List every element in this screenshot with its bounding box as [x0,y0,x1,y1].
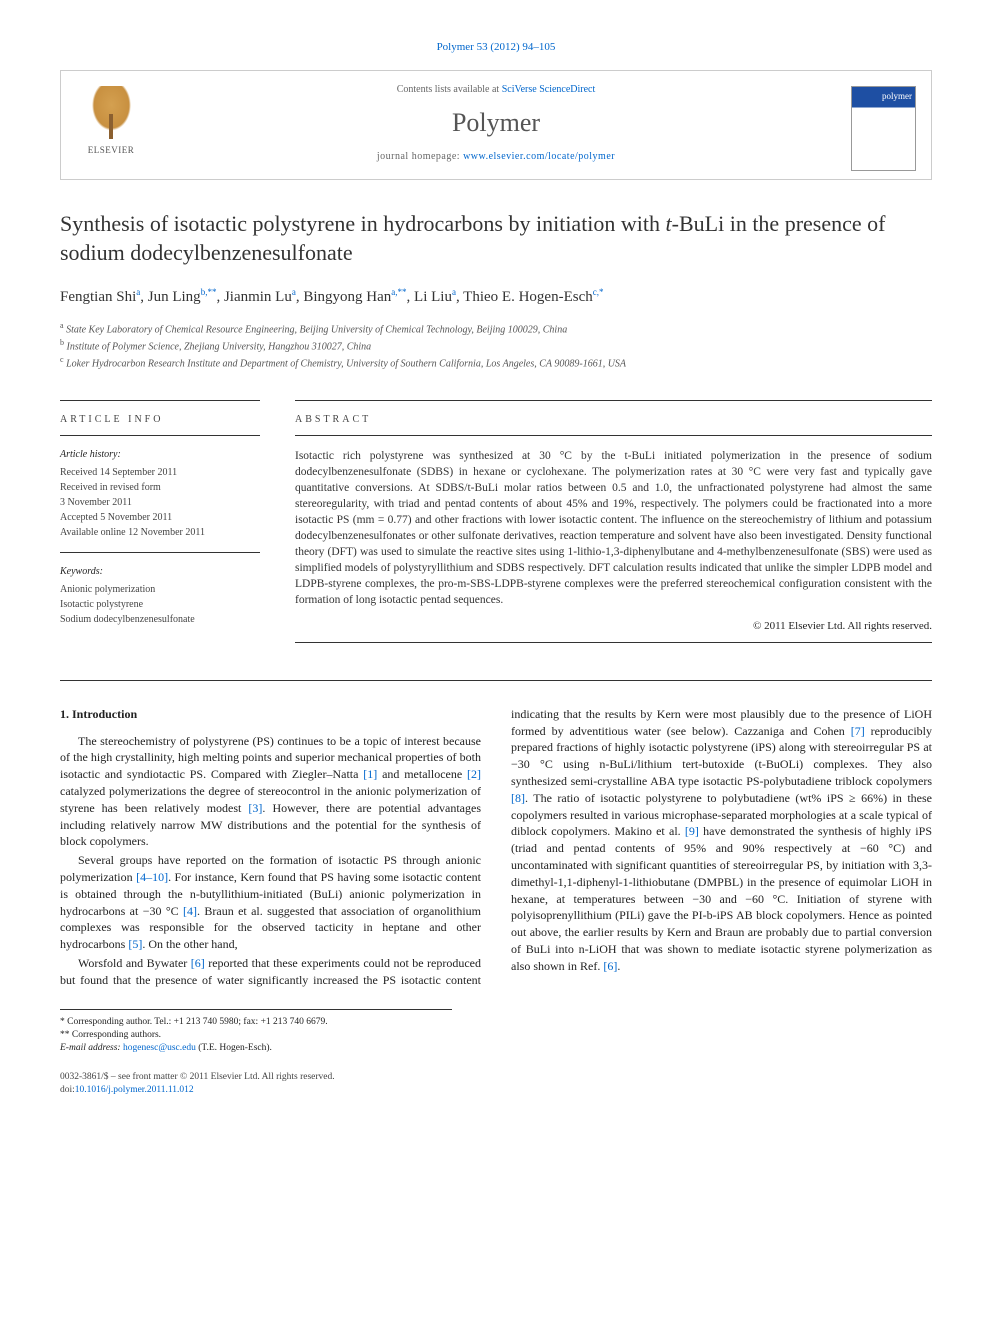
footer-left: 0032-3861/$ – see front matter © 2011 El… [60,1071,335,1098]
title-part1: Synthesis of isotactic polystyrene in hy… [60,211,666,236]
homepage-prefix: journal homepage: [377,151,463,162]
history-label: Article history: [60,448,260,462]
authors-list: Fengtian Shia, Jun Lingb,**, Jianmin Lua… [60,286,932,308]
sciencedirect-link[interactable]: SciVerse ScienceDirect [502,84,596,95]
email-label: E-mail address: [60,1043,123,1053]
footer-copyright: 0032-3861/$ – see front matter © 2011 El… [60,1071,335,1084]
journal-citation: Polymer 53 (2012) 94–105 [60,40,932,55]
article-title: Synthesis of isotactic polystyrene in hy… [60,210,932,267]
email-suffix: (T.E. Hogen-Esch). [196,1043,272,1053]
publisher-name: ELSEVIER [76,144,146,157]
abstract-heading: ABSTRACT [295,413,932,427]
abstract-text: Isotactic rich polystyrene was synthesiz… [295,448,932,609]
affiliations: a State Key Laboratory of Chemical Resou… [60,320,932,372]
email-link[interactable]: hogenesc@usc.edu [123,1043,196,1053]
cover-label: polymer [852,87,915,106]
article-body: 1. Introduction The stereochemistry of p… [60,706,932,989]
intro-heading: 1. Introduction [60,706,481,723]
keywords-label: Keywords: [60,565,260,579]
elsevier-logo: ELSEVIER [76,86,146,166]
footnote-corr1: * Corresponding author. Tel.: +1 213 740… [60,1016,452,1029]
intro-paragraph-2: Several groups have reported on the form… [60,852,481,953]
footnote-corr2: ** Corresponding authors. [60,1029,452,1042]
homepage-link[interactable]: www.elsevier.com/locate/polymer [463,151,615,162]
journal-cover-thumbnail: polymer [851,86,916,171]
article-history: Received 14 September 2011Received in re… [60,465,260,540]
contents-available: Contents lists available at SciVerse Sci… [166,83,826,97]
footer-doi: doi:10.1016/j.polymer.2011.11.012 [60,1084,335,1097]
abstract-copyright: © 2011 Elsevier Ltd. All rights reserved… [295,619,932,634]
keywords-list: Anionic polymerizationIsotactic polystyr… [60,582,260,627]
footnote-email: E-mail address: hogenesc@usc.edu (T.E. H… [60,1042,452,1055]
doi-link[interactable]: 10.1016/j.polymer.2011.11.012 [75,1085,194,1095]
abstract-column: ABSTRACT Isotactic rich polystyrene was … [295,392,932,655]
journal-header: ELSEVIER Contents lists available at Sci… [60,70,932,180]
contents-prefix: Contents lists available at [397,84,502,95]
page-footer: 0032-3861/$ – see front matter © 2011 El… [60,1071,932,1098]
intro-paragraph-1: The stereochemistry of polystyrene (PS) … [60,733,481,851]
affiliation-a: a State Key Laboratory of Chemical Resou… [60,320,932,337]
affiliation-c: c Loker Hydrocarbon Research Institute a… [60,354,932,371]
corresponding-footnotes: * Corresponding author. Tel.: +1 213 740… [60,1009,452,1056]
affiliation-b: b Institute of Polymer Science, Zhejiang… [60,337,932,354]
journal-name: Polymer [166,105,826,141]
journal-homepage: journal homepage: www.elsevier.com/locat… [166,150,826,164]
article-info-heading: ARTICLE INFO [60,413,260,427]
article-info: ARTICLE INFO Article history: Received 1… [60,392,260,655]
